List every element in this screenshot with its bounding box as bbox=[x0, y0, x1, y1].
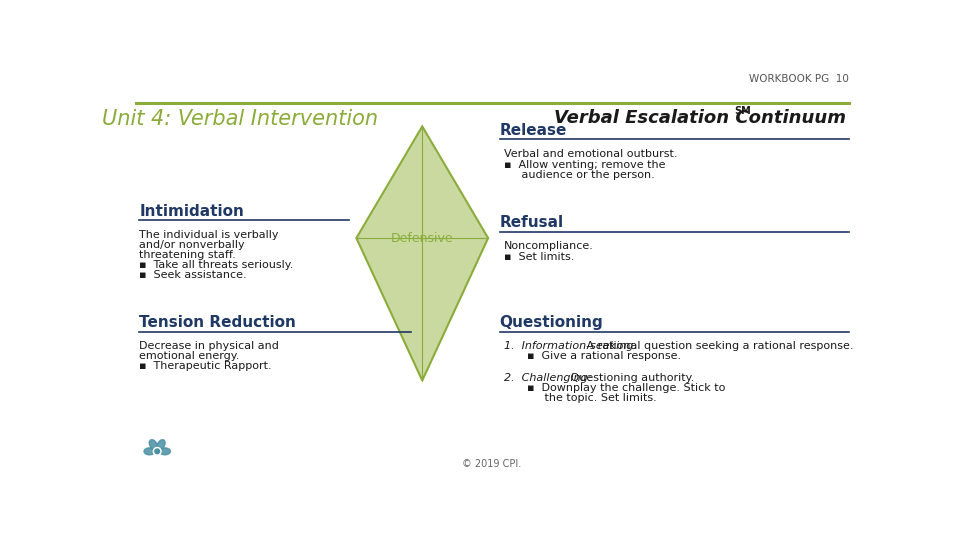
Text: threatening staff.: threatening staff. bbox=[139, 249, 236, 260]
Text: audience or the person.: audience or the person. bbox=[504, 170, 655, 180]
Text: Intimidation: Intimidation bbox=[139, 204, 244, 219]
Text: Defensive: Defensive bbox=[391, 232, 453, 245]
Polygon shape bbox=[356, 126, 488, 381]
Text: ▪  Downplay the challenge. Stick to: ▪ Downplay the challenge. Stick to bbox=[527, 383, 725, 393]
Text: Verbal and emotional outburst.: Verbal and emotional outburst. bbox=[504, 148, 677, 159]
Text: the topic. Set limits.: the topic. Set limits. bbox=[527, 393, 657, 403]
Text: Questioning authority.: Questioning authority. bbox=[567, 373, 694, 383]
Text: Verbal Escalation Continuum: Verbal Escalation Continuum bbox=[554, 110, 846, 127]
Circle shape bbox=[154, 448, 161, 455]
Text: 1.  Information-seeking:: 1. Information-seeking: bbox=[504, 341, 636, 351]
Text: A rational question seeking a rational response.: A rational question seeking a rational r… bbox=[583, 341, 853, 351]
Text: © 2019 CPI.: © 2019 CPI. bbox=[463, 459, 521, 469]
Circle shape bbox=[155, 449, 159, 454]
Text: WORKBOOK PG  10: WORKBOOK PG 10 bbox=[749, 74, 849, 84]
Text: SM: SM bbox=[733, 106, 751, 116]
Ellipse shape bbox=[149, 440, 157, 450]
Text: Tension Reduction: Tension Reduction bbox=[139, 315, 297, 330]
Text: ▪  Give a rational response.: ▪ Give a rational response. bbox=[527, 351, 681, 361]
Text: Decrease in physical and: Decrease in physical and bbox=[139, 341, 279, 351]
Text: ▪  Allow venting; remove the: ▪ Allow venting; remove the bbox=[504, 159, 665, 170]
Text: ▪  Seek assistance.: ▪ Seek assistance. bbox=[139, 269, 247, 280]
Text: ▪  Take all threats seriously.: ▪ Take all threats seriously. bbox=[139, 260, 294, 269]
Text: ▪  Therapeutic Rapport.: ▪ Therapeutic Rapport. bbox=[139, 361, 272, 372]
Text: ▪  Set limits.: ▪ Set limits. bbox=[504, 252, 574, 262]
Ellipse shape bbox=[157, 440, 165, 450]
Ellipse shape bbox=[144, 448, 155, 455]
Ellipse shape bbox=[159, 448, 170, 455]
Text: Noncompliance.: Noncompliance. bbox=[504, 241, 593, 251]
Text: 2.  Challenging:: 2. Challenging: bbox=[504, 373, 591, 383]
Text: emotional energy.: emotional energy. bbox=[139, 351, 240, 361]
Text: Release: Release bbox=[500, 123, 567, 138]
Text: Questioning: Questioning bbox=[500, 315, 604, 330]
Text: The individual is verbally: The individual is verbally bbox=[139, 230, 278, 240]
Text: Refusal: Refusal bbox=[500, 215, 564, 231]
Text: and/or nonverbally: and/or nonverbally bbox=[139, 240, 245, 249]
Text: Unit 4: Verbal Intervention: Unit 4: Verbal Intervention bbox=[102, 110, 378, 130]
